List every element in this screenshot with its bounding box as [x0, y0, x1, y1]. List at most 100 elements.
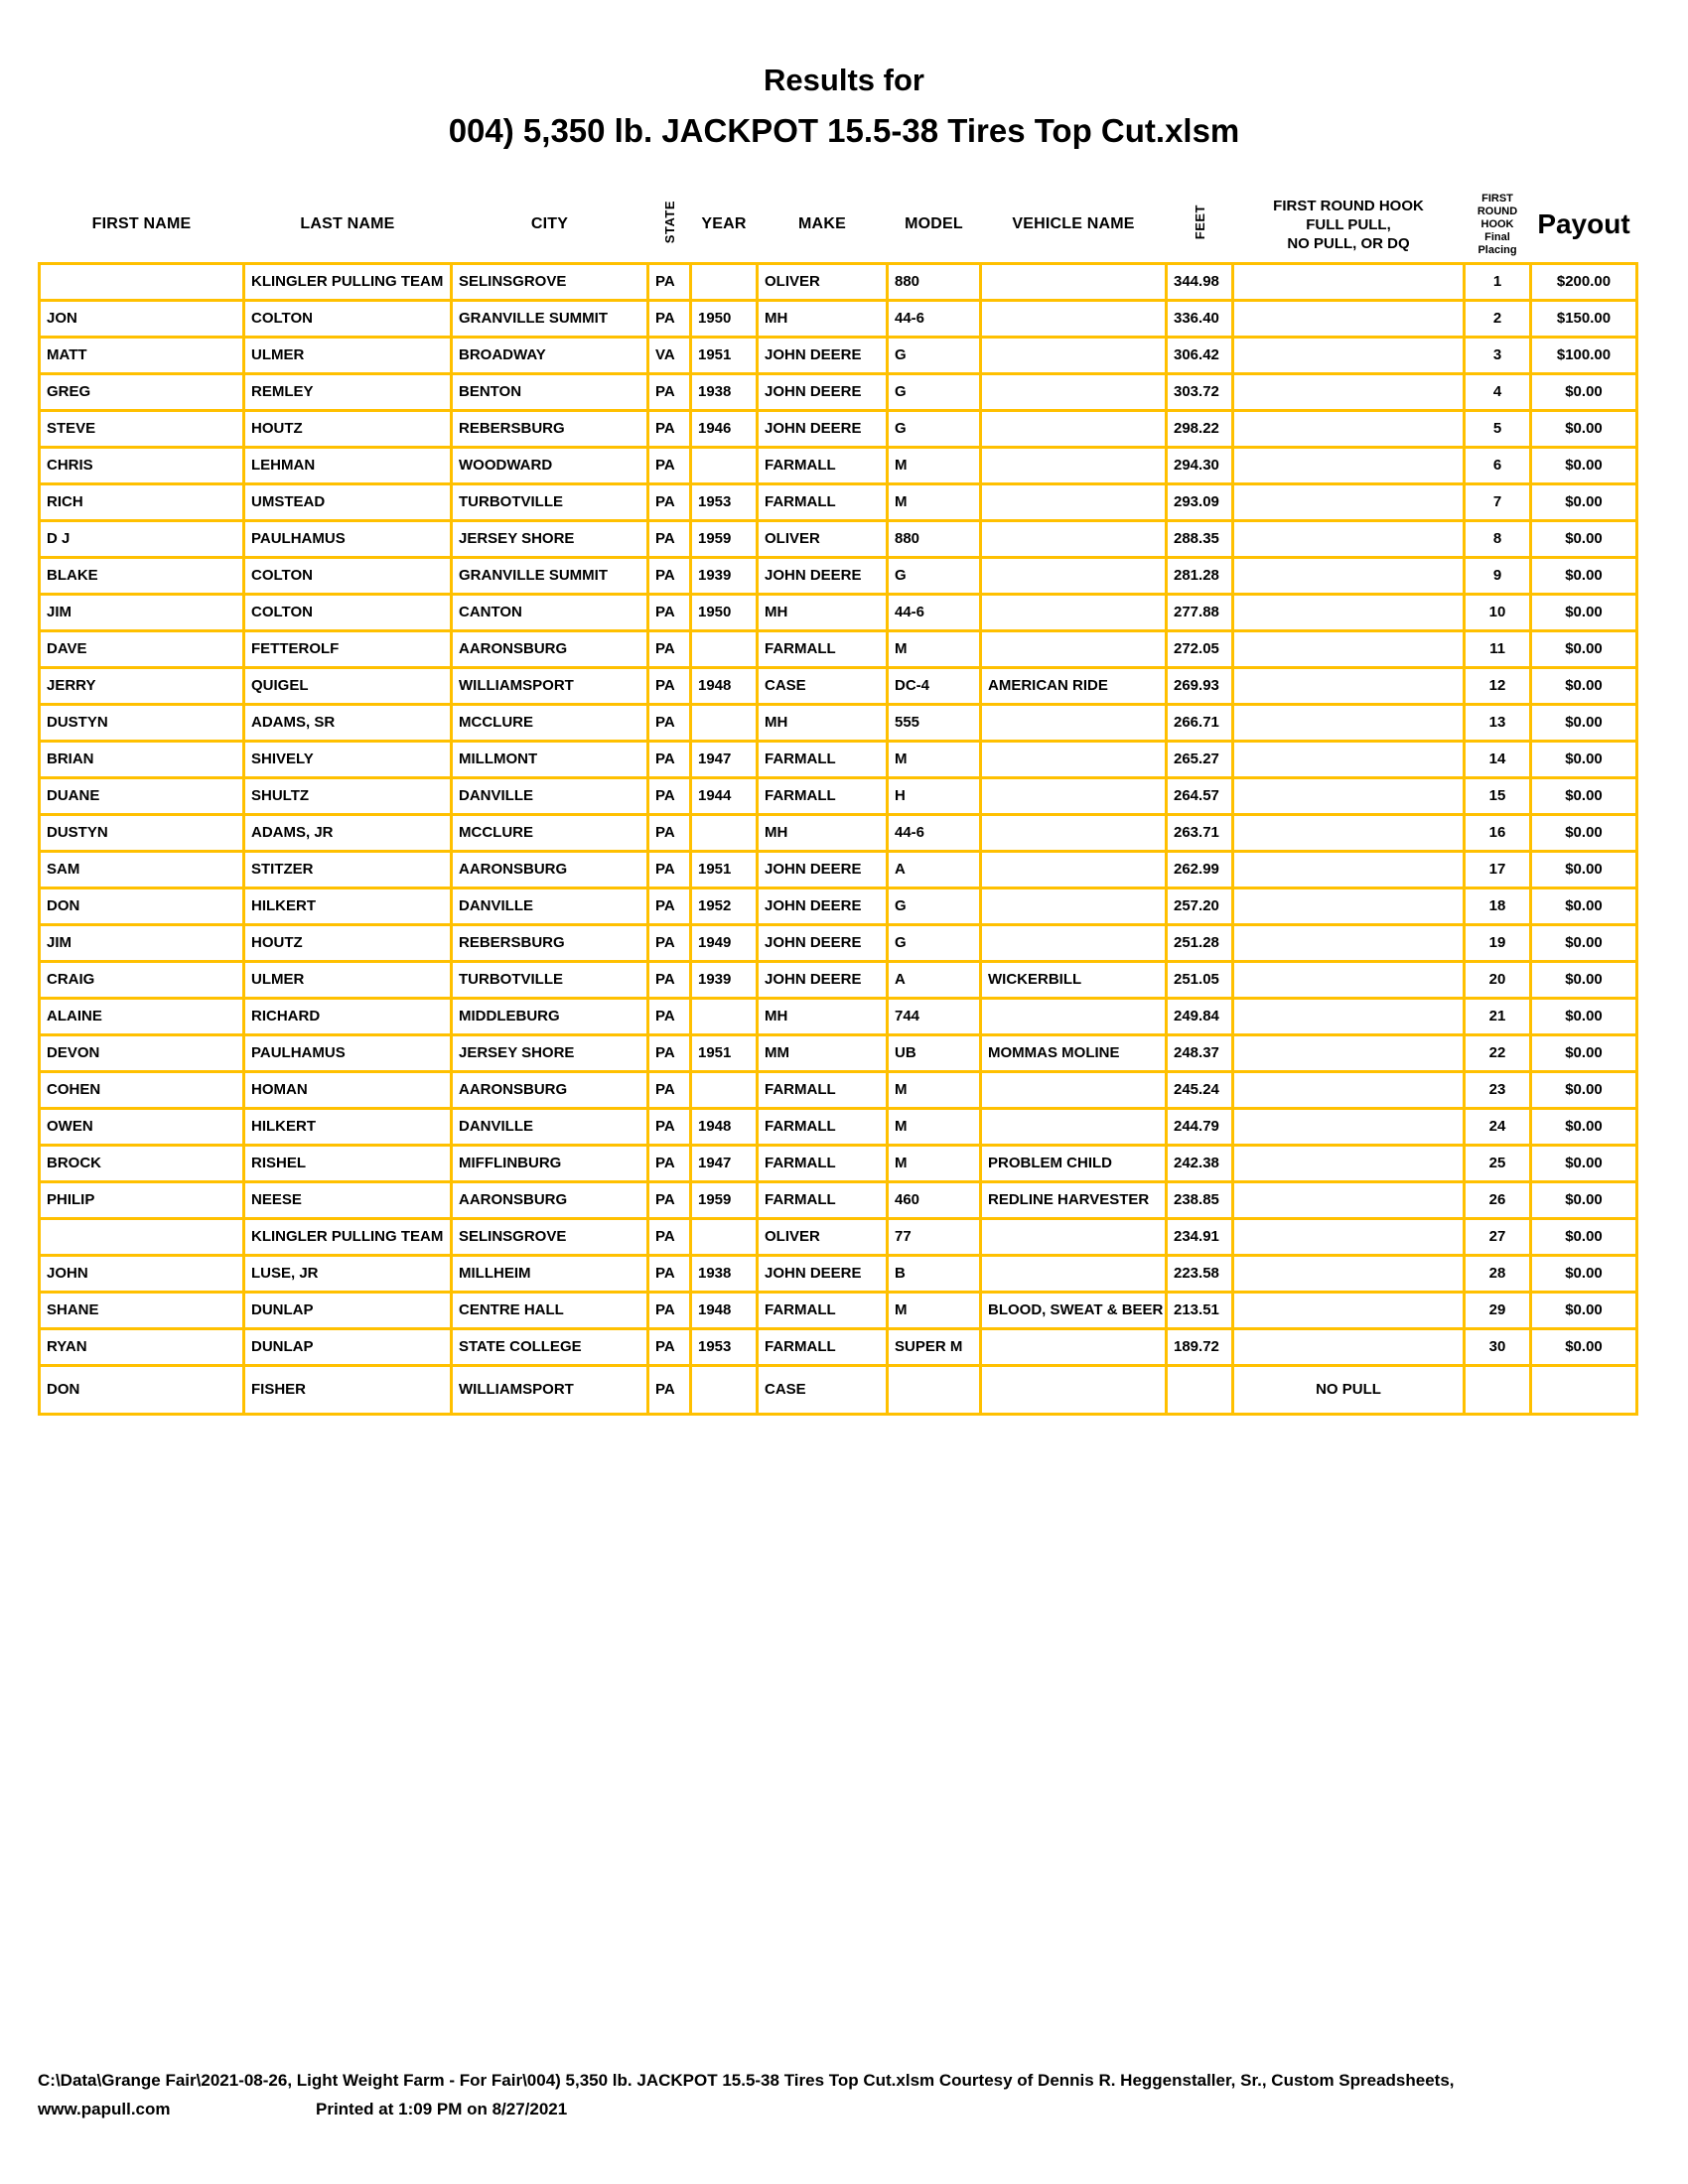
cell-state: PA [646, 445, 692, 485]
cell-vehicle-name: PROBLEM CHILD [979, 1143, 1168, 1183]
cell-feet: 265.27 [1165, 739, 1234, 779]
cell-placing: 13 [1463, 702, 1532, 743]
cell-first-name: D J [38, 518, 245, 559]
cell-city: TURBOTVILLE [450, 481, 649, 522]
cell-make: FARMALL [756, 1290, 889, 1330]
cell-vehicle-name: BLOOD, SWEAT & BEER [979, 1290, 1168, 1330]
cell-vehicle-name [979, 592, 1168, 632]
cell-payout: $0.00 [1529, 628, 1638, 669]
cell-state: PA [646, 261, 692, 302]
cell-vehicle-name [979, 1253, 1168, 1294]
cell-make: MH [756, 702, 889, 743]
cell-placing: 25 [1463, 1143, 1532, 1183]
cell-vehicle-name [979, 1326, 1168, 1367]
cell-placing: 21 [1463, 996, 1532, 1036]
table-row: DUSTYN ADAMS, SR MCCLURE PA MH 555 266.71 13 $0.… [38, 702, 1638, 743]
cell-make: MM [756, 1032, 889, 1073]
cell-payout: $0.00 [1529, 1106, 1638, 1147]
cell-first-name: COHEN [38, 1069, 245, 1110]
cell-vehicle-name [979, 628, 1168, 669]
cell-first-name: DEVON [38, 1032, 245, 1073]
table-row: OWEN HILKERT DANVILLE PA 1948 FARMALL M 244.79 2… [38, 1106, 1638, 1147]
cell-placing: 3 [1463, 335, 1532, 375]
cell-payout: $0.00 [1529, 555, 1638, 596]
cell-placing: 11 [1463, 628, 1532, 669]
cell-last-name: KLINGLER PULLING TEAM [242, 1216, 453, 1257]
cell-vehicle-name [979, 371, 1168, 412]
cell-first-name: CHRIS [38, 445, 245, 485]
cell-make: FARMALL [756, 1179, 889, 1220]
cell-model: DC-4 [886, 665, 982, 706]
cell-hook [1231, 1032, 1466, 1073]
cell-vehicle-name [979, 1069, 1168, 1110]
cell-model: A [886, 849, 982, 889]
cell-state: PA [646, 1253, 692, 1294]
cell-placing: 26 [1463, 1179, 1532, 1220]
cell-city: AARONSBURG [450, 628, 649, 669]
cell-model: SUPER M [886, 1326, 982, 1367]
cell-model: A [886, 959, 982, 1000]
cell-vehicle-name [979, 886, 1168, 926]
cell-year: 1938 [689, 371, 759, 412]
table-row: D J PAULHAMUS JERSEY SHORE PA 1959 OLIVER 880 2… [38, 518, 1638, 559]
cell-payout: $0.00 [1529, 922, 1638, 963]
report-title-block: Results for 004) 5,350 lb. JACKPOT 15.5-… [0, 0, 1688, 151]
cell-city: MILLMONT [450, 739, 649, 779]
cell-make: FARMALL [756, 481, 889, 522]
cell-state: PA [646, 555, 692, 596]
cell-year: 1946 [689, 408, 759, 449]
cell-first-name: OWEN [38, 1106, 245, 1147]
cell-hook [1231, 1143, 1466, 1183]
cell-vehicle-name [979, 1106, 1168, 1147]
cell-state: PA [646, 665, 692, 706]
cell-payout: $0.00 [1529, 1143, 1638, 1183]
cell-hook [1231, 592, 1466, 632]
cell-city: BROADWAY [450, 335, 649, 375]
cell-hook [1231, 335, 1466, 375]
col-header-state: STATE [648, 188, 691, 263]
cell-placing: 12 [1463, 665, 1532, 706]
cell-model: M [886, 445, 982, 485]
cell-model: G [886, 335, 982, 375]
cell-state: PA [646, 1106, 692, 1147]
cell-payout: $0.00 [1529, 1179, 1638, 1220]
cell-feet: 263.71 [1165, 812, 1234, 853]
cell-hook [1231, 1069, 1466, 1110]
cell-year: 1952 [689, 886, 759, 926]
cell-vehicle-name [979, 408, 1168, 449]
cell-last-name: COLTON [242, 555, 453, 596]
cell-city: CENTRE HALL [450, 1290, 649, 1330]
cell-last-name: KLINGLER PULLING TEAM [242, 261, 453, 302]
cell-state: PA [646, 592, 692, 632]
cell-year [689, 1216, 759, 1257]
cell-last-name: ADAMS, SR [242, 702, 453, 743]
cell-last-name: PAULHAMUS [242, 518, 453, 559]
cell-vehicle-name [979, 518, 1168, 559]
cell-model: 44-6 [886, 592, 982, 632]
cell-state: PA [646, 922, 692, 963]
col-header-vehicle-name: VEHICLE NAME [1012, 215, 1135, 233]
cell-state: PA [646, 849, 692, 889]
cell-city: AARONSBURG [450, 1179, 649, 1220]
cell-state: PA [646, 702, 692, 743]
cell-vehicle-name: REDLINE HARVESTER [979, 1179, 1168, 1220]
cell-payout: $0.00 [1529, 1216, 1638, 1257]
cell-feet: 234.91 [1165, 1216, 1234, 1257]
cell-year [689, 812, 759, 853]
cell-feet: 238.85 [1165, 1179, 1234, 1220]
cell-payout: $150.00 [1529, 298, 1638, 339]
cell-first-name: DUSTYN [38, 812, 245, 853]
table-row: DAVE FETTEROLF AARONSBURG PA FARMALL M 272.05 1… [38, 628, 1638, 669]
cell-last-name: STITZER [242, 849, 453, 889]
cell-make: MH [756, 812, 889, 853]
cell-first-name: JIM [38, 592, 245, 632]
cell-city: REBERSBURG [450, 922, 649, 963]
footer-line2: www.papull.com Printed at 1:09 PM on 8/27… [38, 2100, 1455, 2119]
cell-first-name: GREG [38, 371, 245, 412]
cell-year [689, 702, 759, 743]
cell-last-name: ADAMS, JR [242, 812, 453, 853]
cell-hook: NO PULL [1231, 1363, 1466, 1416]
cell-feet: 288.35 [1165, 518, 1234, 559]
cell-state: PA [646, 298, 692, 339]
col-header-placing: FIRST ROUND HOOK Final Placing [1465, 188, 1531, 263]
